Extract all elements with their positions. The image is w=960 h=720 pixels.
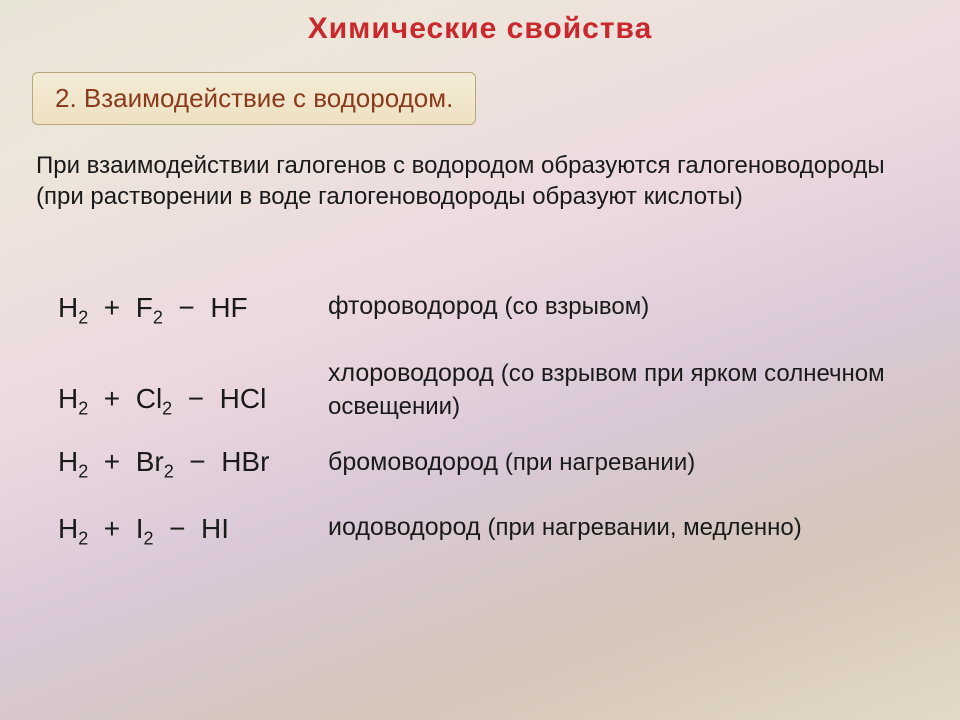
reaction-equation: H2 + Br2 − HBr <box>58 444 328 483</box>
slide-title: Химические свойства <box>0 12 960 46</box>
reagent-1: H <box>58 383 78 414</box>
reactions-list: H2 + F2 − HF фтороводород (со взрывом) H… <box>58 290 940 577</box>
reaction-equation: H2 + F2 − HF <box>58 290 328 329</box>
reaction-description: фтороводород (со взрывом) <box>328 290 659 324</box>
reagent-1: H <box>58 513 78 544</box>
reagent-2: Br <box>136 446 164 477</box>
reaction-description: иодоводород (при нагревании, медленно) <box>328 511 812 545</box>
product: HF <box>210 292 247 323</box>
product-name: хлороводород <box>328 359 494 387</box>
reagent-1: H <box>58 446 78 477</box>
reagent-2: Cl <box>136 383 162 414</box>
product: HCl <box>220 383 267 414</box>
intro-paragraph: При взаимодействии галогенов с водородом… <box>36 150 912 212</box>
reaction-condition: (при нагревании) <box>505 449 695 476</box>
reaction-equation: H2 + I2 − HI <box>58 511 328 550</box>
product-name: бромоводород <box>328 448 498 476</box>
reaction-condition: (при нагревании, медленно) <box>487 514 801 541</box>
reaction-condition: (со взрывом) <box>505 293 650 320</box>
reagent-2: I <box>136 513 144 544</box>
slide: Химические свойства 2. Взаимодействие с … <box>0 0 960 720</box>
reaction-row: H2 + F2 − HF фтороводород (со взрывом) <box>58 290 940 329</box>
reaction-row: H2 + Br2 − HBr бромоводород (при нагрева… <box>58 444 940 483</box>
product: HBr <box>221 446 269 477</box>
reaction-row: H2 + I2 − HI иодоводород (при нагревании… <box>58 511 940 550</box>
reagent-1: H <box>58 292 78 323</box>
product-name: иодоводород <box>328 513 481 541</box>
product: HI <box>201 513 229 544</box>
reaction-description: хлороводород (со взрывом при ярком солне… <box>328 357 940 425</box>
section-heading: 2. Взаимодействие с водородом. <box>32 72 476 125</box>
reaction-equation: H2 + Cl2 − HCl <box>58 357 328 420</box>
reagent-2: F <box>136 292 153 323</box>
reaction-description: бромоводород (при нагревании) <box>328 444 705 480</box>
reaction-row: H2 + Cl2 − HCl хлороводород (со взрывом … <box>58 357 940 425</box>
product-name: фтороводород <box>328 292 498 320</box>
